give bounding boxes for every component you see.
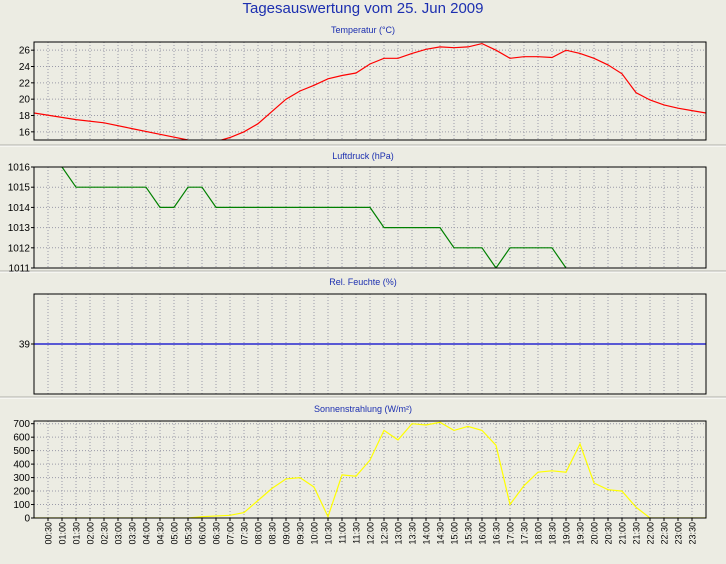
page-title: Tagesauswertung vom 25. Jun 2009 <box>242 0 484 17</box>
x-tick-label: 10:00 <box>310 522 320 545</box>
x-tick-label: 10:30 <box>324 522 334 545</box>
y-tick-label: 1012 <box>8 243 31 254</box>
x-tick-label: 17:30 <box>520 522 530 545</box>
y-tick-label: 39 <box>19 340 31 351</box>
plot-border <box>33 293 707 395</box>
x-tick-label: 16:00 <box>478 522 488 545</box>
y-tick-label: 600 <box>13 433 30 444</box>
x-tick-label: 11:30 <box>352 522 362 544</box>
y-tick-label: 18 <box>19 111 31 122</box>
x-tick-label: 17:00 <box>506 522 516 545</box>
x-tick-label: 19:00 <box>562 522 572 545</box>
y-tick-label: 20 <box>19 95 31 106</box>
x-tick-label: 21:30 <box>632 522 642 545</box>
y-tick-label: 200 <box>13 487 30 498</box>
y-tick-label: 1013 <box>8 223 31 234</box>
y-tick-label: 22 <box>19 78 31 89</box>
x-tick-label: 14:00 <box>422 522 432 545</box>
x-tick-label: 04:00 <box>142 522 152 545</box>
y-tick-label: 1014 <box>8 203 31 214</box>
x-tick-label: 23:00 <box>674 522 684 545</box>
y-tick-label: 400 <box>13 460 30 471</box>
x-tick-label: 20:00 <box>590 522 600 545</box>
x-tick-label: 23:30 <box>688 522 698 545</box>
x-tick-label: 07:00 <box>226 522 236 545</box>
x-tick-label: 05:00 <box>170 522 180 545</box>
x-tick-label: 01:00 <box>58 522 68 545</box>
y-tick-label: 300 <box>13 473 30 484</box>
x-tick-label: 08:30 <box>268 522 278 545</box>
y-tick-label: 1015 <box>8 183 31 194</box>
x-tick-label: 09:30 <box>296 522 306 545</box>
y-tick-label: 24 <box>19 62 31 73</box>
series-line <box>34 42 706 140</box>
y-tick-label: 500 <box>13 446 30 457</box>
x-tick-label: 18:00 <box>534 522 544 545</box>
y-tick-label: 1011 <box>8 264 30 275</box>
panel-title: Temperatur (°C) <box>331 25 395 35</box>
y-tick-label: 16 <box>19 127 31 138</box>
x-tick-label: 01:30 <box>72 522 82 545</box>
x-tick-label: 16:30 <box>492 522 502 545</box>
x-tick-label: 05:30 <box>184 522 194 545</box>
plot-border <box>33 166 707 269</box>
x-tick-label: 09:00 <box>282 522 292 545</box>
x-tick-label: 13:00 <box>394 522 404 545</box>
y-tick-label: 0 <box>24 514 30 525</box>
y-tick-label: 700 <box>13 419 30 430</box>
x-tick-label: 22:00 <box>646 522 656 545</box>
x-tick-label: 02:30 <box>100 522 110 545</box>
x-tick-label: 19:30 <box>576 522 586 545</box>
y-tick-label: 26 <box>19 46 31 57</box>
x-tick-label: 00:30 <box>44 522 54 545</box>
x-tick-label: 21:00 <box>618 522 628 545</box>
x-tick-label: 14:30 <box>436 522 446 545</box>
x-tick-label: 22:30 <box>660 522 670 545</box>
x-tick-label: 15:00 <box>450 522 460 545</box>
x-tick-label: 03:30 <box>128 522 138 545</box>
x-tick-label: 11:00 <box>338 522 348 544</box>
panel-title: Sonnenstrahlung (W/m²) <box>314 404 412 414</box>
x-tick-label: 15:30 <box>464 522 474 545</box>
panel-title: Luftdruck (hPa) <box>332 151 394 161</box>
x-tick-label: 13:30 <box>408 522 418 545</box>
x-tick-label: 03:00 <box>114 522 124 545</box>
x-tick-label: 08:00 <box>254 522 264 545</box>
series-line <box>34 421 706 518</box>
x-tick-label: 20:30 <box>604 522 614 545</box>
x-tick-label: 04:30 <box>156 522 166 545</box>
x-tick-label: 12:30 <box>380 522 390 545</box>
plot-border <box>33 41 707 141</box>
x-tick-label: 06:00 <box>198 522 208 545</box>
y-tick-label: 1016 <box>8 163 31 174</box>
y-tick-label: 100 <box>13 500 30 511</box>
x-tick-label: 06:30 <box>212 522 222 545</box>
x-tick-label: 18:30 <box>548 522 558 545</box>
series-line <box>61 167 567 268</box>
panel-title: Rel. Feuchte (%) <box>329 277 397 287</box>
x-tick-label: 12:00 <box>366 522 376 545</box>
x-tick-label: 02:00 <box>86 522 96 545</box>
x-tick-label: 07:30 <box>240 522 250 545</box>
